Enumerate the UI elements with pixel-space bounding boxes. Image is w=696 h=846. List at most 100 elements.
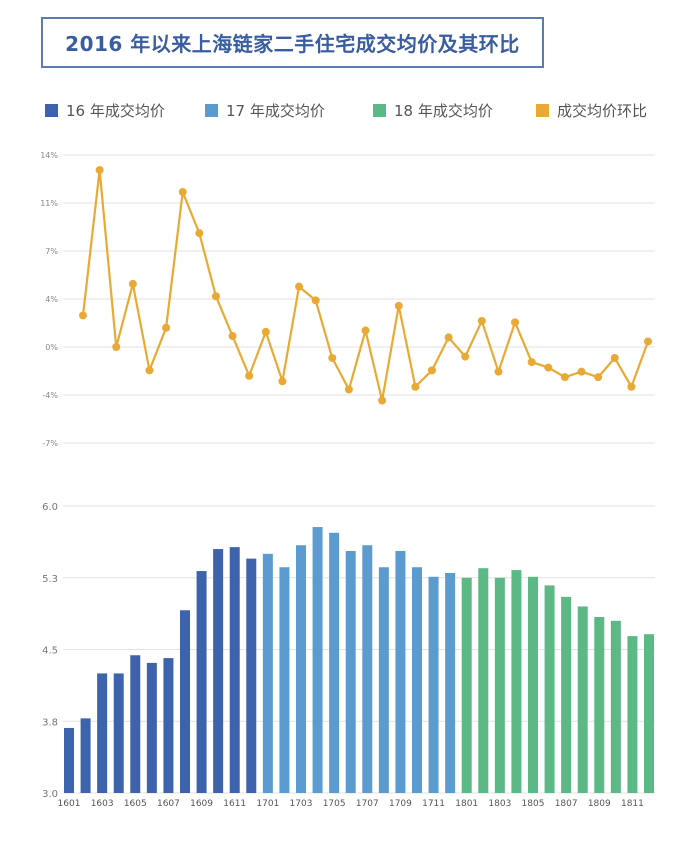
mom-point-1709 [394, 301, 403, 310]
bar-1712 [445, 572, 456, 793]
mom-point-1703 [295, 282, 304, 291]
mom-line [81, 169, 650, 401]
bar-y-tick-label: 6.0 [42, 502, 58, 513]
mom-point-1806 [544, 363, 553, 372]
mom-point-1603 [95, 166, 104, 175]
line-y-tick-label: 0% [45, 343, 58, 352]
bar-1608 [180, 610, 190, 793]
bar-x-tick-label: 1707 [356, 799, 379, 809]
bar-x-tick-label: 1703 [290, 799, 313, 809]
bar-1809 [594, 616, 605, 793]
legend-item-18: 18 年成交均价 [373, 100, 536, 121]
bar-1803 [494, 577, 505, 793]
bar-1706 [345, 550, 356, 793]
mom-point-1612 [245, 371, 254, 380]
bar-1708 [378, 567, 389, 793]
mom-point-1812 [644, 337, 652, 346]
bar-x-tick-label: 1601 [58, 799, 81, 809]
bar-x-tick-label: 1609 [190, 799, 213, 809]
mom-point-1807 [560, 373, 569, 382]
legend: 16 年成交均价 17 年成交均价 18 年成交均价 成交均价环比 [45, 100, 676, 121]
mom-point-1606 [145, 366, 154, 375]
legend-label: 16 年成交均价 [66, 102, 165, 120]
bar-1804 [511, 570, 522, 793]
bar-1807 [561, 596, 572, 793]
bar-1612 [246, 558, 257, 793]
bar-x-tick-label: 1811 [621, 799, 644, 809]
mom-point-1811 [627, 382, 636, 391]
bar-1601 [64, 727, 74, 793]
line-y-tick-label: 14% [40, 151, 58, 160]
mom-point-1809 [594, 373, 603, 382]
bar-y-tick-label: 3.8 [42, 717, 58, 728]
mom-point-1701 [261, 327, 270, 336]
bar-1607 [163, 658, 174, 793]
bar-1810 [610, 620, 621, 793]
mom-point-1608 [178, 188, 187, 197]
mom-point-1805 [527, 358, 536, 367]
legend-swatch [205, 104, 218, 117]
bar-x-tick-label: 1711 [422, 799, 445, 809]
bar-1801 [461, 577, 472, 793]
mom-point-1609 [195, 229, 204, 238]
bar-1705 [329, 532, 340, 793]
bar-x-tick-label: 1709 [389, 799, 412, 809]
bar-1603 [97, 673, 108, 793]
mom-point-1712 [444, 333, 453, 342]
bar-x-tick-label: 1807 [555, 799, 578, 809]
mom-point-1610 [211, 292, 220, 301]
bar-1610 [213, 549, 224, 793]
bar-1604 [113, 673, 124, 793]
mom-point-1705 [328, 353, 337, 362]
mom-point-1707 [361, 326, 370, 335]
bar-x-tick-label: 1611 [223, 799, 246, 809]
line-y-tick-label: 11% [40, 199, 58, 208]
bar-x-tick-label: 1701 [256, 799, 279, 809]
legend-swatch [373, 104, 386, 117]
bar-1703 [296, 545, 306, 793]
bar-x-tick-label: 1803 [488, 799, 511, 809]
bar-x-tick-label: 1801 [455, 799, 478, 809]
bar-1709 [395, 550, 406, 793]
bar-1605 [130, 655, 141, 793]
bar-x-tick-label: 1805 [522, 799, 545, 809]
legend-item-mom: 成交均价环比 [536, 100, 647, 121]
bar-1711 [428, 576, 439, 793]
mom-point-1704 [311, 296, 320, 305]
bar-1702 [279, 567, 290, 793]
mom-point-1808 [577, 367, 586, 376]
bar-x-tick-label: 1603 [91, 799, 114, 809]
bar-x-tick-label: 1605 [124, 799, 147, 809]
line-y-tick-label: 7% [45, 247, 58, 256]
legend-swatch [45, 104, 58, 117]
bar-1806 [544, 585, 555, 793]
mom-point-1607 [162, 323, 171, 332]
bar-1701 [262, 553, 273, 793]
line-y-tick-label: -7% [42, 439, 58, 448]
bar-1609 [196, 571, 207, 793]
bar-1611 [229, 547, 240, 793]
bar-y-tick-label: 3.0 [42, 789, 58, 800]
mom-point-1802 [477, 316, 486, 325]
mom-point-1710 [411, 382, 420, 391]
bar-y-tick-label: 4.5 [42, 646, 58, 657]
mom-point-1801 [461, 352, 470, 361]
mom-point-1602 [79, 311, 87, 320]
mom-point-1706 [344, 385, 353, 394]
mom-point-1702 [278, 377, 287, 386]
chart-title: 2016 年以来上海链家二手住宅成交均价及其环比 [65, 32, 520, 56]
mom-point-1711 [427, 366, 436, 375]
legend-label: 18 年成交均价 [394, 102, 493, 120]
mom-point-1611 [228, 332, 237, 341]
bar-y-tick-label: 5.3 [42, 574, 58, 585]
bar-1808 [577, 606, 588, 793]
bar-x-tick-label: 1705 [323, 799, 346, 809]
mom-point-1605 [128, 279, 137, 288]
mom-point-1804 [511, 318, 520, 327]
legend-label: 17 年成交均价 [226, 102, 325, 120]
mom-point-1604 [112, 343, 121, 351]
title-box: 2016 年以来上海链家二手住宅成交均价及其环比 [41, 17, 544, 68]
legend-item-17: 17 年成交均价 [205, 100, 373, 121]
bar-1602 [80, 718, 91, 793]
